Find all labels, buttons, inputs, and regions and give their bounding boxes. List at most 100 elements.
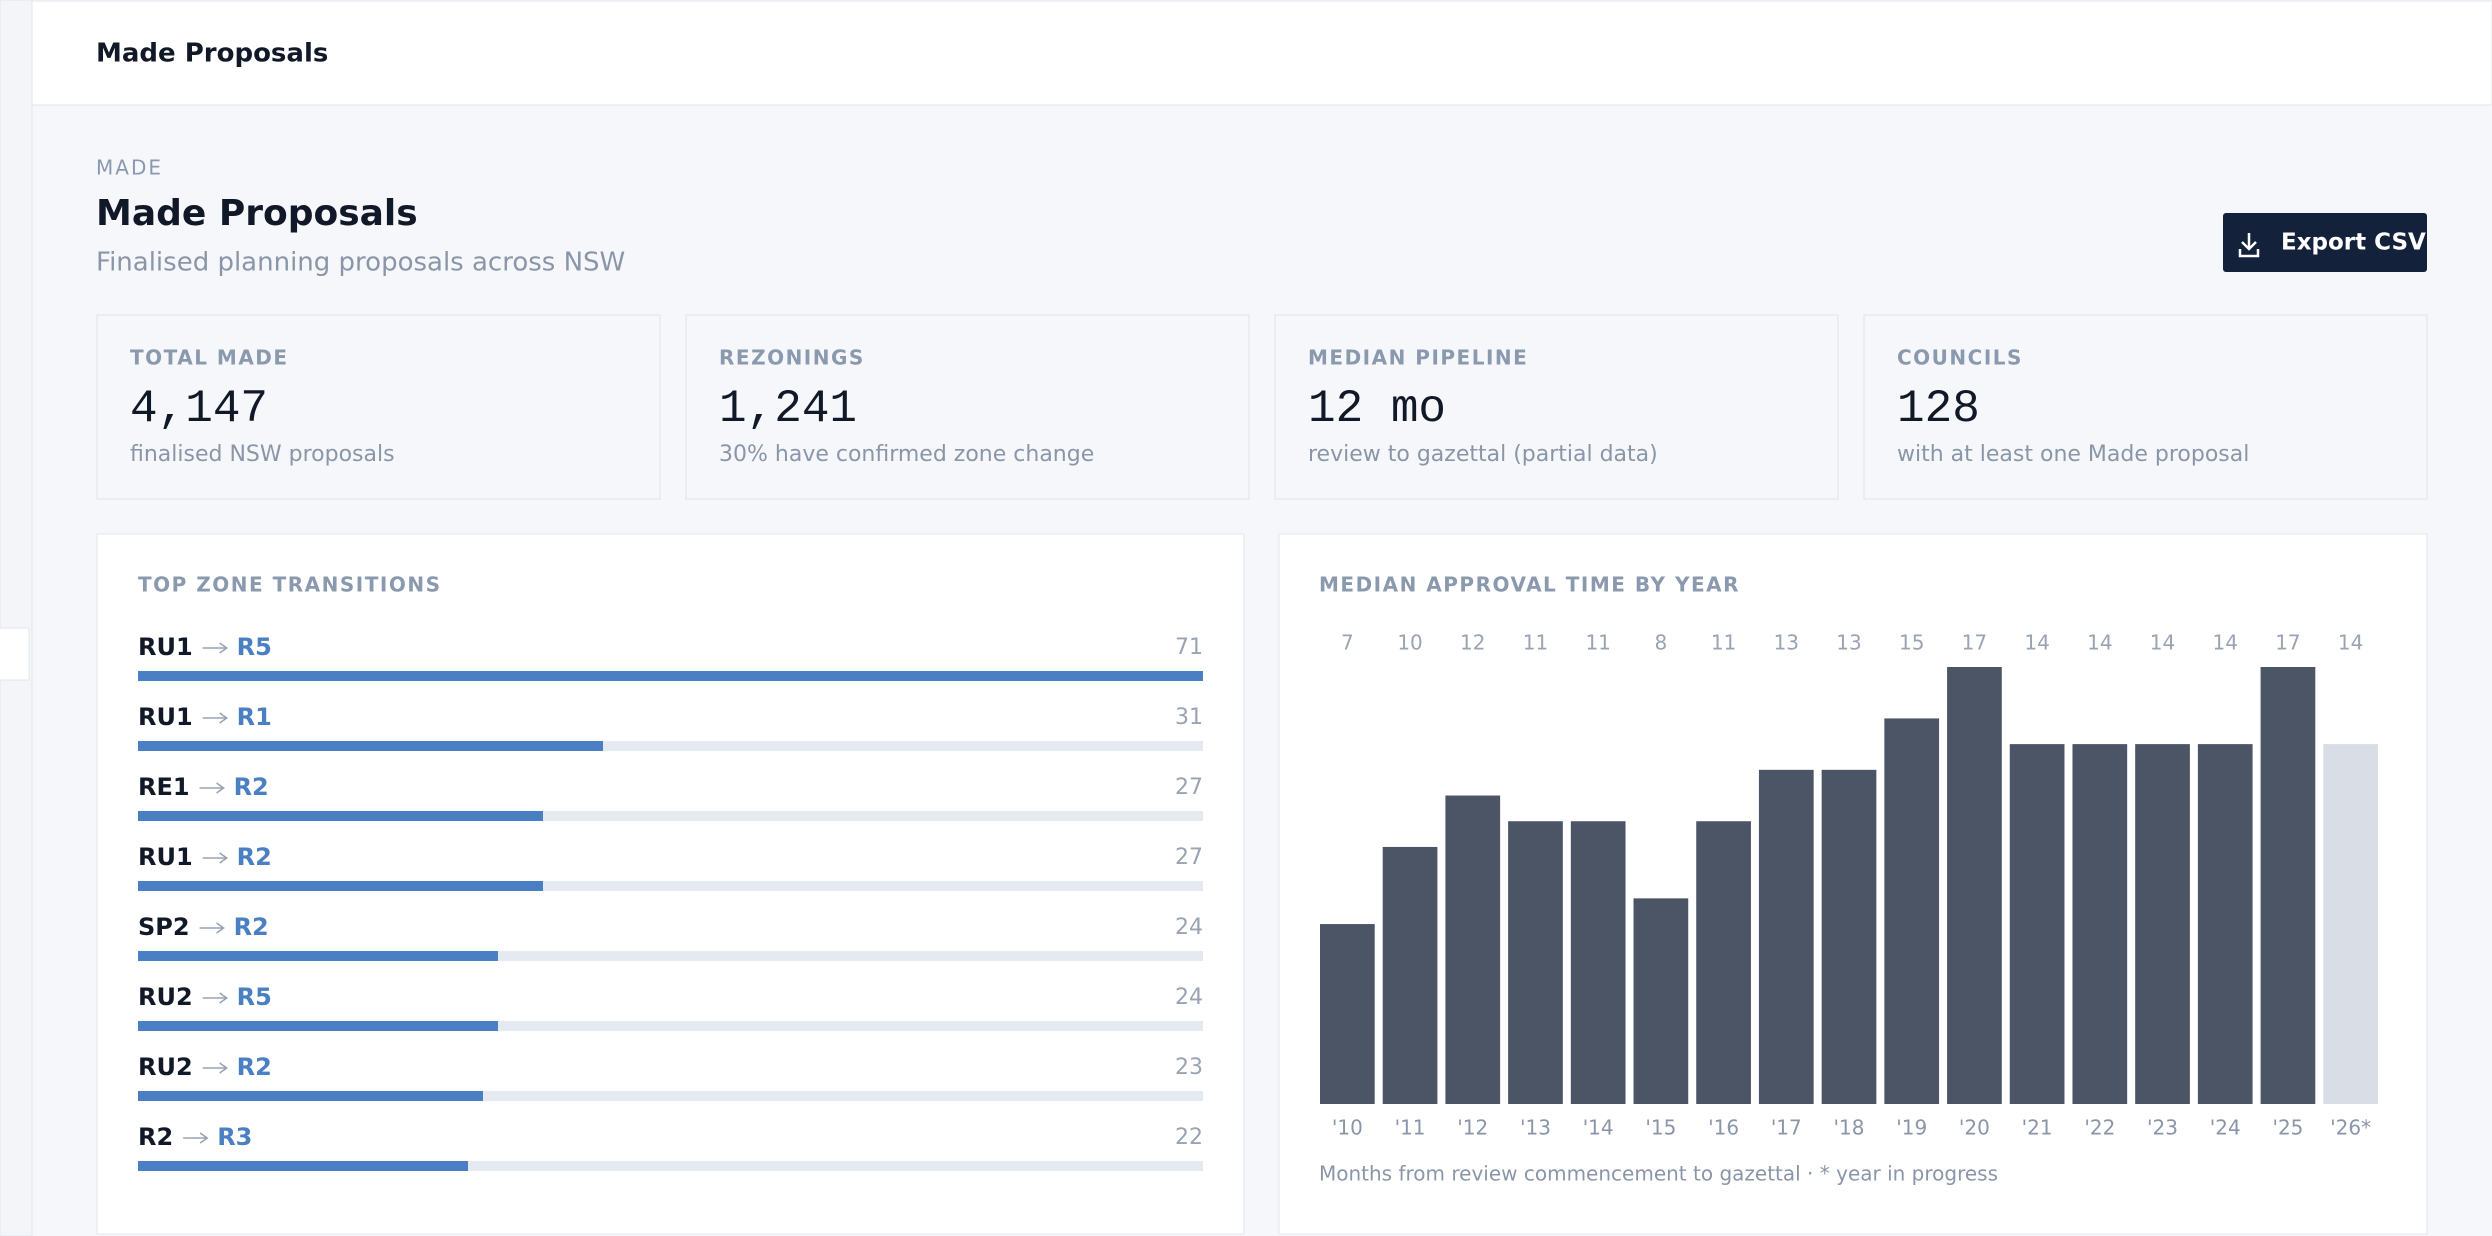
value-label: 14	[2024, 631, 2049, 655]
stat-note: review to gazettal (partial data)	[1308, 442, 1658, 467]
export-button[interactable]: Export CSV	[2223, 213, 2427, 272]
value-label: 14	[2338, 631, 2363, 655]
count-label: 71	[1175, 635, 1203, 660]
arrow-icon	[199, 922, 225, 934]
sidebar-item	[0, 627, 30, 681]
bar	[1696, 821, 1751, 1104]
zone-to: R5	[237, 633, 272, 661]
count-label: 27	[1175, 775, 1203, 800]
x-tick-label: '16	[1708, 1116, 1739, 1140]
arrow-icon	[183, 1132, 209, 1144]
bar	[1758, 769, 1814, 1104]
bar	[1382, 846, 1438, 1104]
value-label: 14	[2213, 631, 2238, 655]
bar	[2260, 667, 2316, 1104]
bar	[138, 1021, 498, 1031]
button-bg[interactable]	[2223, 213, 2427, 272]
x-tick-label: '17	[1771, 1116, 1802, 1140]
value-label: 11	[1523, 631, 1548, 655]
stat-card	[1863, 314, 2428, 500]
stat-value: 1,241	[719, 383, 857, 435]
stats: TOTAL MADE 4,147 finalised NSW proposals RE…	[96, 314, 2428, 500]
zone-from: SP2	[138, 913, 190, 941]
bar	[2197, 744, 2253, 1104]
button-label[interactable]: Export CSV	[2281, 230, 2426, 256]
value-label: 11	[1711, 631, 1736, 655]
zone-from: RU2	[138, 983, 193, 1011]
bar-track	[138, 1021, 1203, 1031]
arrow-icon	[202, 712, 229, 724]
value-label: 11	[1585, 631, 1610, 655]
bar	[138, 951, 498, 961]
zone-from: RU1	[138, 633, 193, 661]
zone-from: RU1	[138, 703, 193, 731]
arrow-icon	[202, 852, 229, 864]
chart-note: Months from review commencement to gazet…	[1319, 1162, 1998, 1186]
x-tick-label: '18	[1834, 1116, 1865, 1140]
zone-from: RU2	[138, 1053, 193, 1081]
bar-track	[138, 1091, 1203, 1101]
bar	[138, 811, 543, 821]
download-icon[interactable]	[2238, 233, 2260, 258]
arrow-icon	[199, 782, 225, 794]
x-tick-label: '22	[2084, 1116, 2115, 1140]
bar	[1821, 769, 1877, 1104]
stat-label: MEDIAN PIPELINE	[1308, 346, 1528, 370]
value-label: 14	[2150, 631, 2175, 655]
bar	[1947, 667, 2002, 1104]
header-title: Made Proposals	[96, 39, 328, 69]
bar	[1884, 718, 1940, 1104]
stat-value: 12 mo	[1308, 383, 1446, 435]
value-label: 13	[1836, 631, 1861, 655]
bar	[138, 881, 543, 891]
value-label: 10	[1397, 631, 1422, 655]
bar	[1320, 924, 1375, 1104]
stat-label: COUNCILS	[1897, 346, 2023, 370]
stat-card	[685, 314, 1250, 500]
count-label: 24	[1175, 915, 1203, 940]
top-bar	[31, 0, 2492, 106]
bar	[2323, 744, 2378, 1104]
x-tick-label: '23	[2147, 1116, 2178, 1140]
bar-track	[138, 811, 1203, 821]
x-tick-label: '21	[2022, 1116, 2053, 1140]
page-subtitle: Finalised planning proposals across NSW	[96, 248, 625, 278]
stat-label: REZONINGS	[719, 346, 865, 370]
arrow-icon	[202, 1062, 229, 1074]
zone-to: R5	[237, 983, 272, 1011]
zone-from: RU1	[138, 843, 193, 871]
bar	[138, 741, 603, 751]
stat-card	[1274, 314, 1839, 500]
x-tick-label: '19	[1896, 1116, 1927, 1140]
value-label: 17	[1962, 631, 1987, 655]
zone-from: RE1	[138, 773, 190, 801]
zone-to: R2	[237, 1053, 272, 1081]
bar	[1508, 821, 1563, 1104]
bar-chart: 7 '10 10 '11 12 '12 11 '13 11 '14 8 '15 11 '16 13 '17 13…	[1320, 631, 2378, 1140]
bar-track	[138, 951, 1203, 961]
bar	[138, 1161, 468, 1171]
bar	[2009, 744, 2065, 1104]
value-label: 15	[1899, 631, 1924, 655]
x-tick-label: '26*	[2330, 1116, 2371, 1140]
value-label: 13	[1774, 631, 1799, 655]
zone-to: R1	[237, 703, 272, 731]
zone-to: R2	[237, 843, 272, 871]
value-label: 17	[2275, 631, 2300, 655]
value-label: 7	[1341, 631, 1354, 655]
x-tick-label: '20	[1959, 1116, 1990, 1140]
panel-title: TOP ZONE TRANSITIONS	[138, 573, 441, 597]
value-label: 14	[2087, 631, 2112, 655]
value-label: 8	[1655, 631, 1668, 655]
x-tick-label: '13	[1520, 1116, 1551, 1140]
x-tick-label: '12	[1457, 1116, 1488, 1140]
bar	[1633, 898, 1689, 1104]
bar	[1570, 821, 1626, 1104]
zone-from: R2	[138, 1123, 173, 1151]
stat-value: 128	[1897, 383, 1980, 435]
stat-note: 30% have confirmed zone change	[719, 442, 1094, 467]
stat-note: finalised NSW proposals	[130, 442, 395, 467]
transition-list: RU1 R5 71 RU1 R1 31 RE1 R2 27 RU1 R2 27 SP2 R2 24 RU2 R5…	[138, 633, 1203, 1171]
